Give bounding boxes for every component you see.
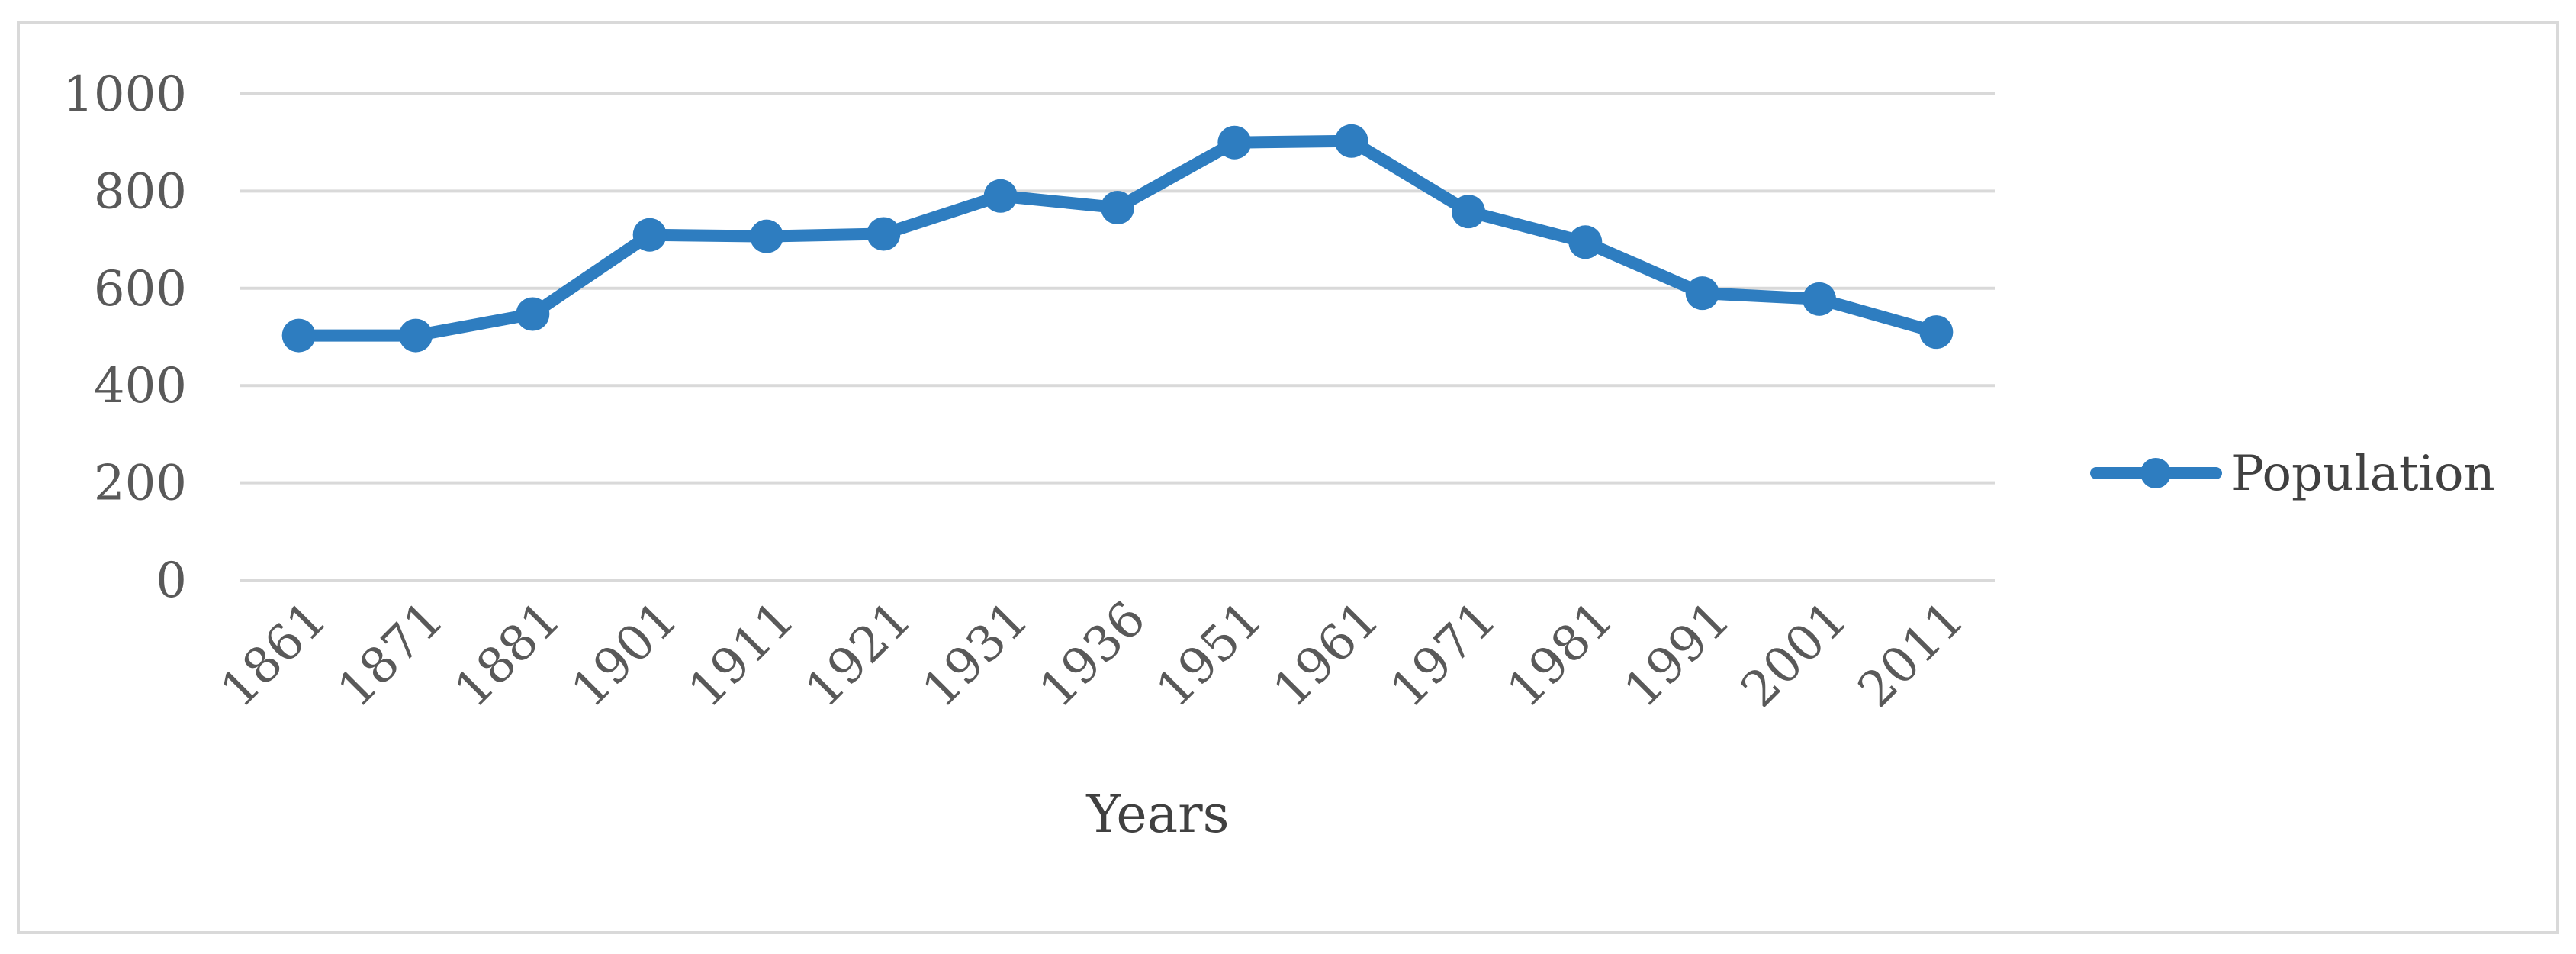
- y-tick-label: 1000: [63, 66, 187, 123]
- y-axis-tick-labels: 0 200 400 600 800 1000: [63, 66, 187, 609]
- y-tick-label: 200: [94, 456, 187, 512]
- data-point: [1101, 191, 1134, 225]
- data-point: [983, 179, 1018, 213]
- legend-label: Population: [2231, 446, 2495, 502]
- x-tick-label: 1871: [327, 591, 455, 718]
- y-tick-label: 600: [94, 261, 187, 317]
- data-point: [1803, 282, 1836, 316]
- legend-swatch-marker: [2140, 458, 2171, 488]
- x-tick-label: 1961: [1262, 591, 1390, 718]
- legend: Population: [2090, 446, 2495, 502]
- data-point: [1919, 315, 1954, 350]
- x-tick-label: 2011: [1848, 591, 1975, 718]
- x-tick-label: 1901: [561, 591, 688, 718]
- x-tick-label: 1936: [1029, 591, 1156, 718]
- x-tick-label: 1991: [1613, 591, 1741, 718]
- x-axis-tick-labels: 1861187118811901191119211931193619511961…: [210, 591, 1975, 718]
- x-tick-label: 2001: [1731, 591, 1858, 718]
- data-point: [632, 218, 667, 252]
- x-tick-label: 1861: [210, 591, 337, 718]
- data-point: [1685, 276, 1719, 311]
- data-point: [1334, 124, 1368, 158]
- y-tick-label: 800: [94, 163, 187, 220]
- data-point: [1217, 125, 1252, 160]
- data-point: [1452, 195, 1485, 229]
- x-tick-label: 1971: [1380, 591, 1507, 718]
- x-axis-title: Years: [1085, 785, 1229, 845]
- data-point: [1568, 225, 1603, 259]
- x-tick-label: 1931: [912, 591, 1039, 718]
- series-lines: [281, 124, 1954, 353]
- y-tick-label: 400: [94, 358, 187, 414]
- x-tick-label: 1881: [444, 591, 571, 718]
- data-point: [750, 219, 783, 253]
- x-tick-label: 1981: [1497, 591, 1624, 718]
- gridlines: [240, 92, 1995, 582]
- x-tick-label: 1951: [1146, 591, 1273, 718]
- y-tick-label: 0: [156, 553, 187, 609]
- data-point: [281, 318, 316, 353]
- data-point: [516, 297, 550, 331]
- data-point: [399, 318, 433, 353]
- x-tick-label: 1911: [678, 591, 806, 718]
- data-point: [867, 217, 901, 251]
- x-tick-label: 1921: [795, 591, 922, 718]
